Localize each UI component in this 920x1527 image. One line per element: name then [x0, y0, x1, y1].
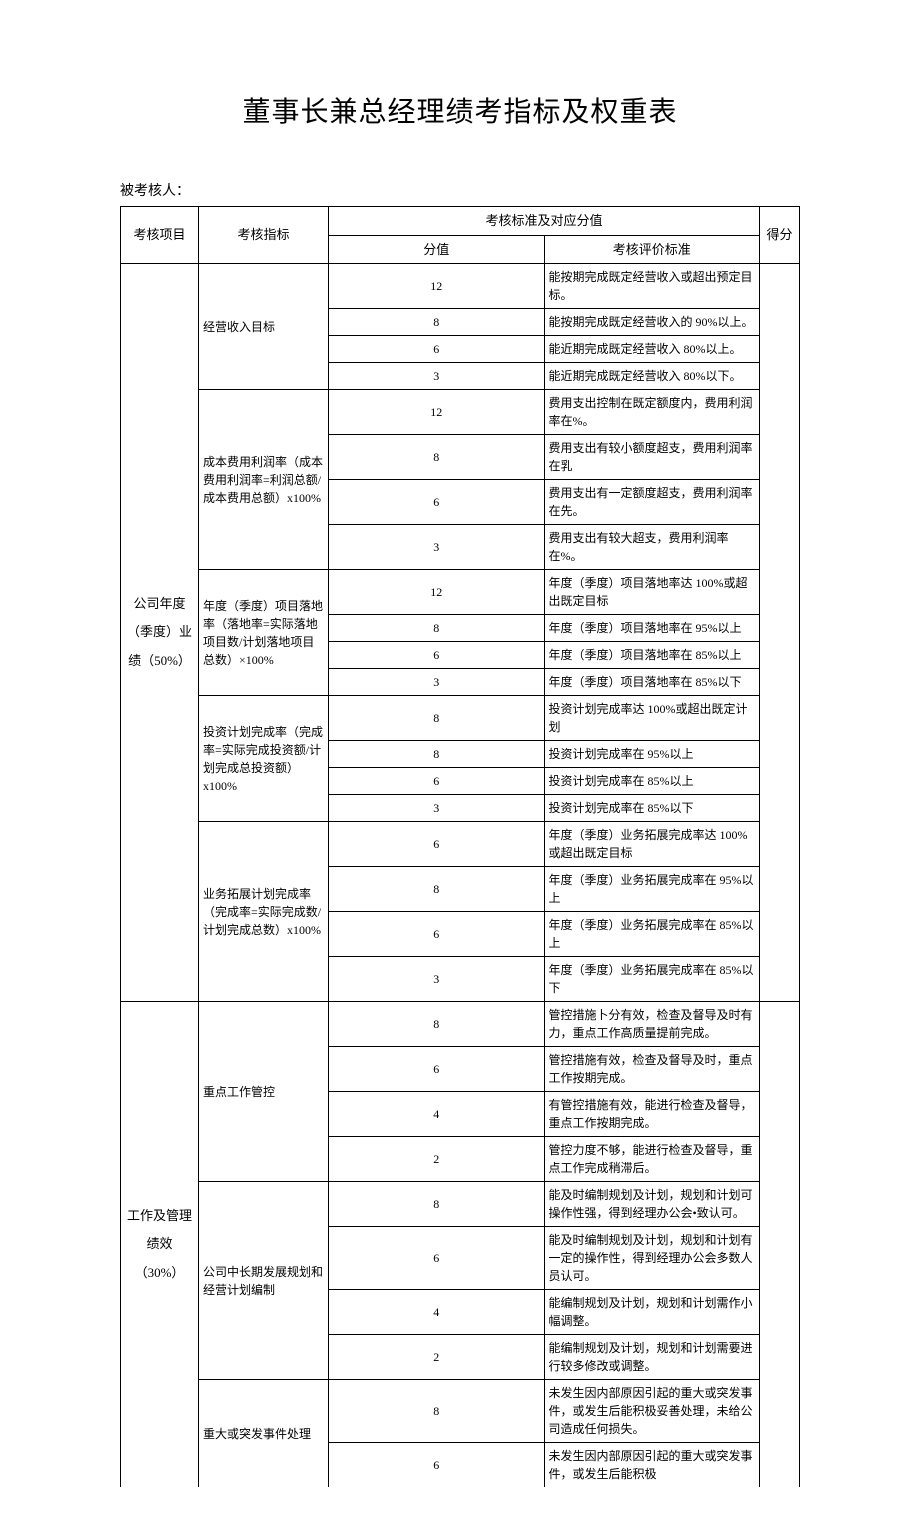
- criteria-cell: 费用支出控制在既定额度内，费用利润率在%。: [544, 390, 760, 435]
- criteria-cell: 管控力度不够，能进行检查及督导，重点工作完成稍滞后。: [544, 1137, 760, 1182]
- table-row: 成本费用利润率（成本费用利润率=利润总额/成本费用总额）x100% 12 费用支…: [121, 390, 800, 435]
- header-row-1: 考核项目 考核指标 考核标准及对应分值 得分: [121, 207, 800, 236]
- score-cell: 6: [329, 1047, 545, 1092]
- criteria-cell: 能按期完成既定经营收入的 90%以上。: [544, 309, 760, 336]
- hdr-criteria: 考核评价标准: [544, 235, 760, 264]
- score-cell: 6: [329, 822, 545, 867]
- criteria-cell: 管控措施卜分有效，检查及督导及时有力，重点工作高质量提前完成。: [544, 1002, 760, 1047]
- criteria-cell: 年度（季度）业务拓展完成率在 85%以上: [544, 912, 760, 957]
- score-cell: 3: [329, 363, 545, 390]
- table-row: 业务拓展计划完成率（完成率=实际完成数/计划完成总数）x100% 6 年度（季度…: [121, 822, 800, 867]
- hdr-final: 得分: [760, 207, 800, 264]
- score-cell: 8: [329, 435, 545, 480]
- score-cell: 6: [329, 912, 545, 957]
- criteria-cell: 费用支出有较小额度超支，费用利润率在乳: [544, 435, 760, 480]
- criteria-cell: 投资计划完成率在 85%以上: [544, 768, 760, 795]
- final-score-cell: [760, 1002, 800, 1488]
- document-page: 董事长兼总经理绩考指标及权重表 被考核人： 考核项目 考核指标 考核标准及对应分…: [0, 0, 920, 1527]
- score-cell: 6: [329, 336, 545, 363]
- score-cell: 8: [329, 741, 545, 768]
- table-row: 公司中长期发展规划和经营计划编制 8 能及时编制规划及计划，规划和计划可操作性强…: [121, 1182, 800, 1227]
- criteria-cell: 投资计划完成率在 95%以上: [544, 741, 760, 768]
- criteria-cell: 年度（季度）项目落地率在 85%以上: [544, 642, 760, 669]
- criteria-cell: 能近期完成既定经营收入 80%以下。: [544, 363, 760, 390]
- project-cell-1: 公司年度（季度）业绩（50%）: [121, 264, 199, 1002]
- indicator-cell: 成本费用利润率（成本费用利润率=利润总额/成本费用总额）x100%: [199, 390, 329, 570]
- score-cell: 6: [329, 480, 545, 525]
- score-cell: 3: [329, 795, 545, 822]
- hdr-project: 考核项目: [121, 207, 199, 264]
- score-cell: 12: [329, 264, 545, 309]
- score-cell: 6: [329, 768, 545, 795]
- table-row: 工作及管理绩效（30%） 重点工作管控 8 管控措施卜分有效，检查及督导及时有力…: [121, 1002, 800, 1047]
- score-cell: 8: [329, 696, 545, 741]
- criteria-cell: 费用支出有较大超支，费用利润率在%。: [544, 525, 760, 570]
- score-cell: 3: [329, 525, 545, 570]
- score-cell: 3: [329, 669, 545, 696]
- criteria-cell: 投资计划完成率在 85%以下: [544, 795, 760, 822]
- criteria-cell: 能编制规划及计划，规划和计划需作小幅调整。: [544, 1290, 760, 1335]
- criteria-cell: 能按期完成既定经营收入或超出预定目标。: [544, 264, 760, 309]
- criteria-cell: 能及时编制规划及计划，规划和计划有一定的操作性，得到经理办公会多数人员认可。: [544, 1227, 760, 1290]
- criteria-cell: 未发生因内部原因引起的重大或突发事件，或发生后能积极: [544, 1443, 760, 1488]
- assessee-label: 被考核人：: [120, 180, 800, 200]
- criteria-cell: 能编制规划及计划，规划和计划需要进行较多修改或调整。: [544, 1335, 760, 1380]
- score-cell: 8: [329, 309, 545, 336]
- score-cell: 4: [329, 1092, 545, 1137]
- criteria-cell: 有管控措施有效，能进行检查及督导，重点工作按期完成。: [544, 1092, 760, 1137]
- criteria-cell: 能近期完成既定经营收入 80%以上。: [544, 336, 760, 363]
- score-cell: 8: [329, 1380, 545, 1443]
- criteria-cell: 年度（季度）项目落地率在 95%以上: [544, 615, 760, 642]
- score-cell: 4: [329, 1290, 545, 1335]
- score-cell: 8: [329, 867, 545, 912]
- criteria-cell: 能及时编制规划及计划，规划和计划可操作性强，得到经理办公会•致认可。: [544, 1182, 760, 1227]
- score-cell: 6: [329, 1227, 545, 1290]
- table-row: 年度（季度）项目落地率（落地率=实际落地项目数/计划落地项目总数）×100% 1…: [121, 570, 800, 615]
- criteria-cell: 年度（季度）业务拓展完成率达 100%或超出既定目标: [544, 822, 760, 867]
- score-cell: 8: [329, 1002, 545, 1047]
- criteria-cell: 年度（季度）业务拓展完成率在 95%以上: [544, 867, 760, 912]
- criteria-cell: 年度（季度）项目落地率达 100%或超出既定目标: [544, 570, 760, 615]
- score-cell: 2: [329, 1137, 545, 1182]
- hdr-indicator: 考核指标: [199, 207, 329, 264]
- score-cell: 12: [329, 390, 545, 435]
- score-cell: 6: [329, 642, 545, 669]
- indicator-cell: 重大或突发事件处理: [199, 1380, 329, 1488]
- hdr-score: 分值: [329, 235, 545, 264]
- page-title: 董事长兼总经理绩考指标及权重表: [120, 90, 800, 130]
- indicator-cell: 业务拓展计划完成率（完成率=实际完成数/计划完成总数）x100%: [199, 822, 329, 1002]
- hdr-standard-group: 考核标准及对应分值: [329, 207, 760, 236]
- criteria-cell: 费用支出有一定额度超支，费用利润率在先。: [544, 480, 760, 525]
- criteria-cell: 未发生因内部原因引起的重大或突发事件，或发生后能积极妥善处理，未给公司造成任何损…: [544, 1380, 760, 1443]
- score-cell: 2: [329, 1335, 545, 1380]
- table-row: 投资计划完成率（完成率=实际完成投资额/计划完成总投资额）x100% 8 投资计…: [121, 696, 800, 741]
- project-cell-2: 工作及管理绩效（30%）: [121, 1002, 199, 1488]
- indicator-cell: 重点工作管控: [199, 1002, 329, 1182]
- score-cell: 6: [329, 1443, 545, 1488]
- final-score-cell: [760, 264, 800, 1002]
- criteria-cell: 年度（季度）项目落地率在 85%以下: [544, 669, 760, 696]
- criteria-cell: 年度（季度）业务拓展完成率在 85%以下: [544, 957, 760, 1002]
- score-cell: 12: [329, 570, 545, 615]
- table-row: 重大或突发事件处理 8 未发生因内部原因引起的重大或突发事件，或发生后能积极妥善…: [121, 1380, 800, 1443]
- indicator-cell: 经营收入目标: [199, 264, 329, 390]
- indicator-cell: 年度（季度）项目落地率（落地率=实际落地项目数/计划落地项目总数）×100%: [199, 570, 329, 696]
- indicator-cell: 投资计划完成率（完成率=实际完成投资额/计划完成总投资额）x100%: [199, 696, 329, 822]
- score-cell: 3: [329, 957, 545, 1002]
- table-row: 公司年度（季度）业绩（50%） 经营收入目标 12 能按期完成既定经营收入或超出…: [121, 264, 800, 309]
- criteria-cell: 投资计划完成率达 100%或超出既定计划: [544, 696, 760, 741]
- criteria-cell: 管控措施有效，检查及督导及时，重点工作按期完成。: [544, 1047, 760, 1092]
- assessment-table: 考核项目 考核指标 考核标准及对应分值 得分 分值 考核评价标准 公司年度（季度…: [120, 206, 800, 1487]
- indicator-cell: 公司中长期发展规划和经营计划编制: [199, 1182, 329, 1380]
- score-cell: 8: [329, 615, 545, 642]
- score-cell: 8: [329, 1182, 545, 1227]
